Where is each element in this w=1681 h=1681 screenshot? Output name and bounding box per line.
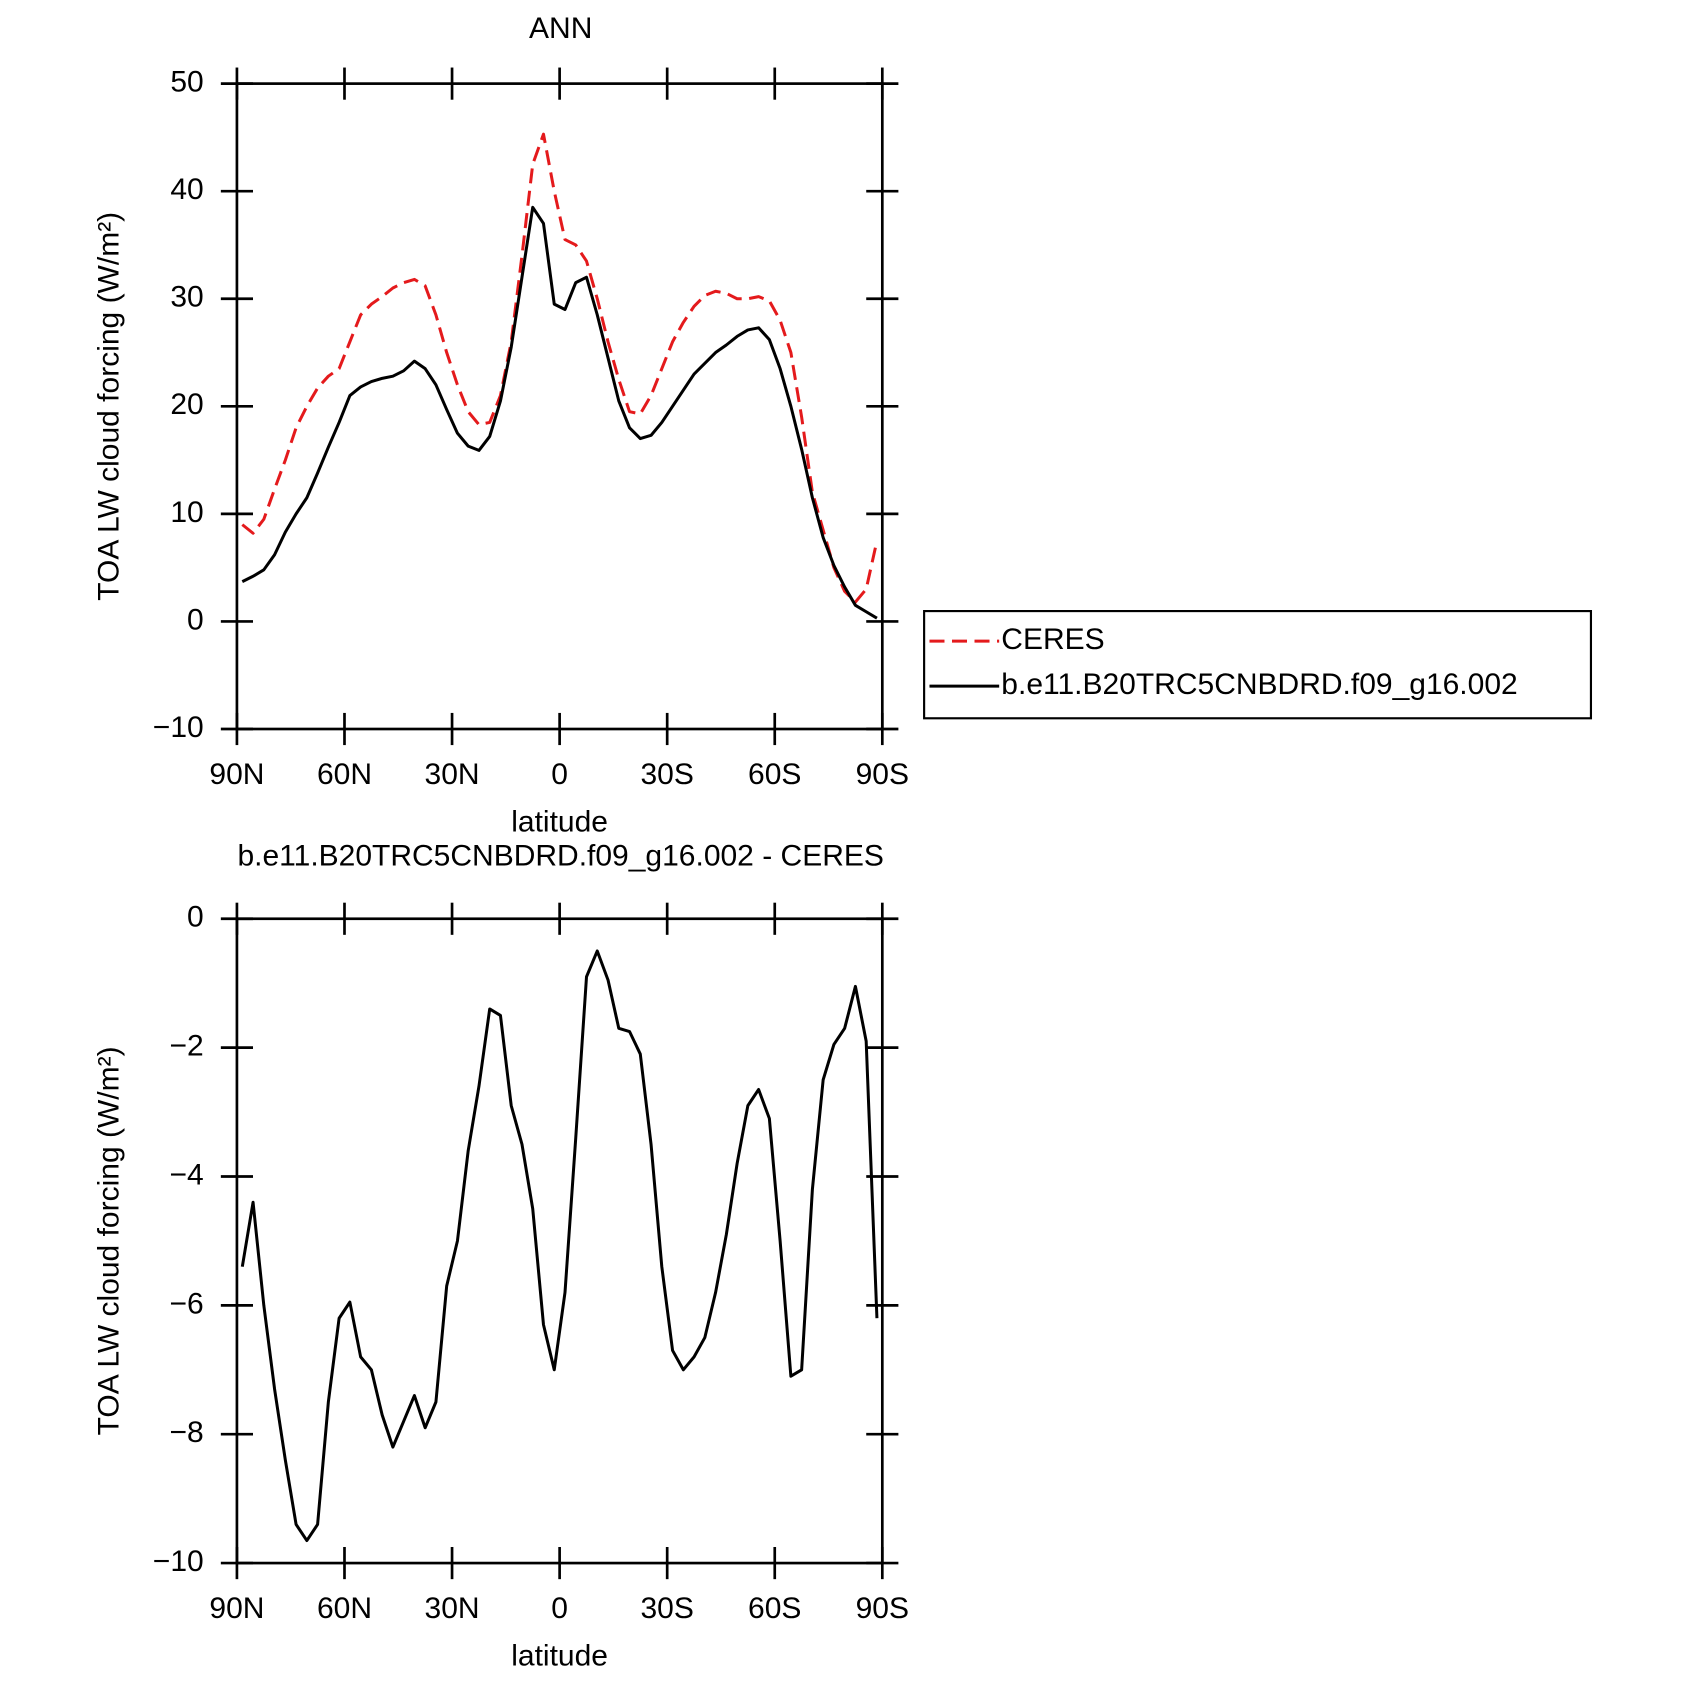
y-tick-label: 20 [170,388,203,421]
y-axis-label: TOA LW cloud forcing (W/m²) [92,1046,125,1435]
x-tick-label: 60S [748,1592,801,1625]
plot-frame [235,917,884,1565]
x-tick-label: 90N [209,758,264,791]
x-axis-label: latitude [511,1639,608,1672]
y-tick-label: −4 [169,1158,203,1191]
x-tick-label: 60S [748,758,801,791]
x-tick-label: 30N [425,1592,480,1625]
y-tick-label: −10 [153,711,204,744]
x-tick-label: 0 [551,1592,568,1625]
y-axis-label: TOA LW cloud forcing (W/m²) [92,212,125,601]
y-tick-label: 0 [187,901,204,934]
y-tick-label: 40 [170,173,203,206]
y-tick-label: 30 [170,281,203,314]
x-tick-label: 60N [317,1592,372,1625]
legend-label: b.e11.B20TRC5CNBDRD.f09_g16.002 [1001,668,1517,701]
x-tick-label: 30N [425,758,480,791]
data-line [240,949,879,1543]
y-tick-label: 10 [170,496,203,529]
data-line [241,205,878,620]
chart-title: b.e11.B20TRC5CNBDRD.f09_g16.002 - CERES [237,840,883,873]
x-tick-label: 60N [317,758,372,791]
x-tick-label: 90S [856,1592,909,1625]
legend-label: CERES [1001,623,1104,656]
x-tick-label: 30S [640,1592,693,1625]
x-tick-label: 90S [856,758,909,791]
x-tick-label: 0 [551,758,568,791]
chart-title: ANN [529,12,592,45]
plot-frame [235,82,884,731]
data-line [241,132,879,604]
x-tick-label: 30S [640,758,693,791]
y-tick-label: −2 [169,1030,203,1063]
y-tick-label: 50 [170,66,203,99]
y-tick-label: −10 [153,1545,204,1578]
y-tick-label: 0 [187,603,204,636]
y-tick-label: −6 [169,1287,203,1320]
legend-box [923,610,1593,720]
y-tick-label: −8 [169,1416,203,1449]
x-tick-label: 90N [209,1592,264,1625]
x-axis-label: latitude [511,805,608,838]
